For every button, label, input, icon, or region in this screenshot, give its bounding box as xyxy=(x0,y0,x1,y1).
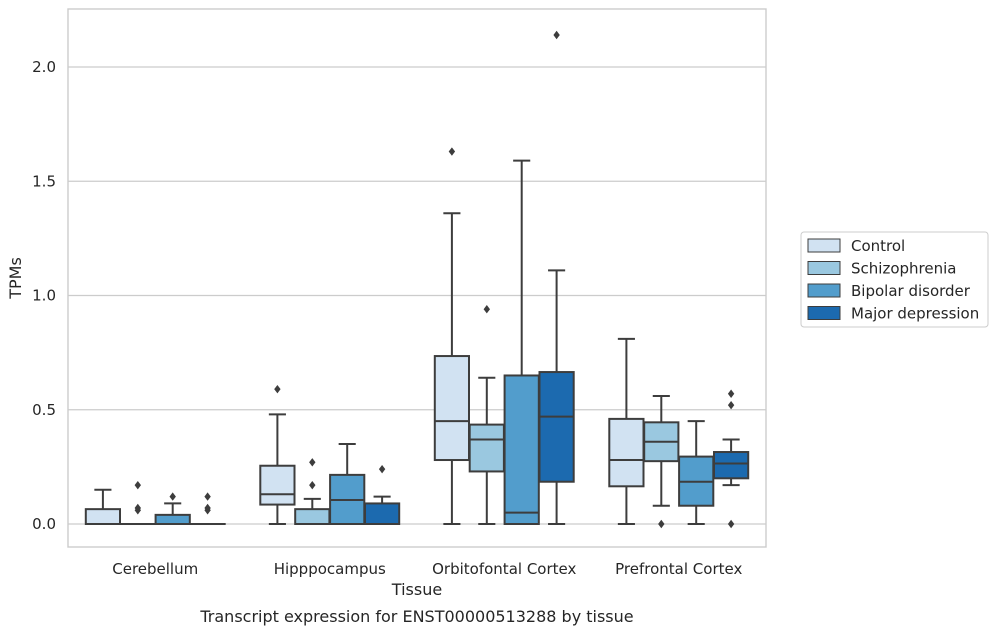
box-iqr xyxy=(365,503,399,524)
y-axis-ticks: 0.0 0.5 1.0 1.5 2.0 xyxy=(32,58,56,533)
box-iqr xyxy=(714,452,748,478)
box-bipolar-disorder xyxy=(679,421,713,524)
box-iqr xyxy=(86,509,120,524)
legend-label: Control xyxy=(851,237,905,255)
legend-label: Schizophrenia xyxy=(851,260,956,278)
box-schizophrenia xyxy=(644,396,678,528)
outlier-point xyxy=(204,492,210,500)
legend-swatch xyxy=(808,284,840,297)
outlier-point xyxy=(728,390,734,398)
y-axis-label: TPMs xyxy=(6,257,25,300)
box-iqr xyxy=(260,466,294,505)
box-iqr xyxy=(609,419,643,486)
outlier-point xyxy=(309,458,315,466)
box-control xyxy=(609,339,643,524)
box-major-depression xyxy=(714,390,748,529)
box-iqr xyxy=(435,356,469,460)
outlier-point xyxy=(135,481,141,489)
box-iqr xyxy=(539,372,573,482)
outlier-point xyxy=(379,465,385,473)
outlier-point xyxy=(309,481,315,489)
box-bipolar-disorder xyxy=(505,161,539,524)
box-schizophrenia xyxy=(295,458,329,524)
outlier-point xyxy=(658,520,664,528)
box-bipolar-disorder xyxy=(330,444,364,524)
legend-swatch xyxy=(808,262,840,275)
box-control xyxy=(435,147,469,524)
chart-caption: Transcript expression for ENST0000051328… xyxy=(199,607,633,626)
legend-swatch xyxy=(808,239,840,252)
x-tick-label: Prefrontal Cortex xyxy=(615,560,742,578)
box-iqr xyxy=(505,375,539,524)
outlier-point xyxy=(728,401,734,409)
y-tick-label: 0.0 xyxy=(32,515,56,533)
outlier-point xyxy=(728,520,734,528)
legend-label: Bipolar disorder xyxy=(851,282,971,300)
x-axis-categories: Cerebellum Hipppocampus Orbitofontal Corte… xyxy=(112,560,742,578)
box-bipolar-disorder xyxy=(156,492,190,524)
box-iqr xyxy=(156,515,190,524)
outlier-point xyxy=(274,385,280,393)
box-plots xyxy=(86,31,748,528)
outlier-point xyxy=(170,492,176,500)
box-major-depression xyxy=(539,31,573,524)
box-major-depression xyxy=(190,492,224,524)
x-tick-label: Hipppocampus xyxy=(274,560,386,578)
box-schizophrenia xyxy=(470,305,504,524)
y-tick-label: 1.0 xyxy=(32,287,56,305)
legend-swatch xyxy=(808,307,840,320)
box-major-depression xyxy=(365,465,399,524)
y-tick-label: 1.5 xyxy=(32,172,56,190)
box-iqr xyxy=(470,425,504,472)
y-tick-label: 0.5 xyxy=(32,401,56,419)
box-control xyxy=(86,490,120,524)
box-control xyxy=(260,385,294,524)
outlier-point xyxy=(449,147,455,155)
legend: Control Schizophrenia Bipolar disorder Majo… xyxy=(801,232,988,327)
box-iqr xyxy=(295,509,329,524)
x-axis-label: Tissue xyxy=(391,580,442,599)
y-tick-label: 2.0 xyxy=(32,58,56,76)
x-tick-label: Orbitofontal Cortex xyxy=(432,560,576,578)
box-schizophrenia xyxy=(121,481,155,524)
x-tick-label: Cerebellum xyxy=(112,560,198,578)
legend-label: Major depression xyxy=(851,305,979,323)
outlier-point xyxy=(553,31,559,39)
outlier-point xyxy=(484,305,490,313)
